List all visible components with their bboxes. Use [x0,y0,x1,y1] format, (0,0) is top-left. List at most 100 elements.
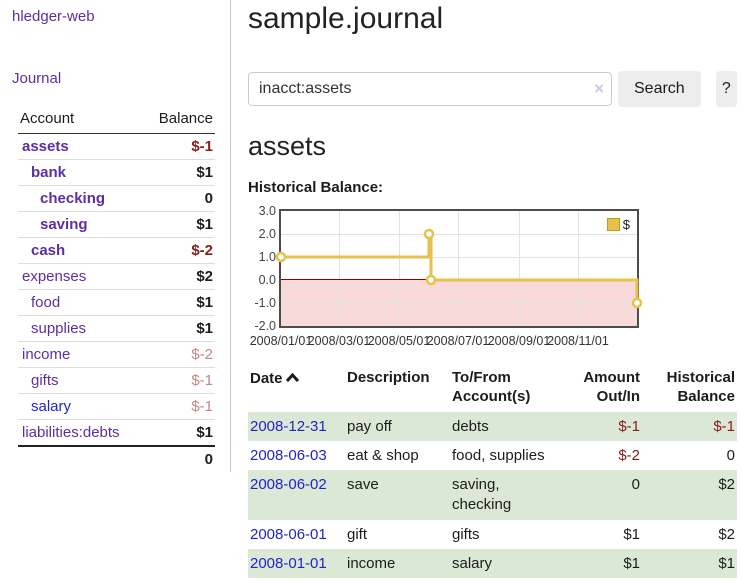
account-row-salary: salary $-1 [18,393,215,420]
accounts-col-header: Account [18,110,144,134]
account-row-cash: cash $-2 [18,237,215,264]
gridline [458,210,459,326]
transaction-amount: 0 [562,470,642,520]
data-point-marker [631,297,643,308]
transaction-accounts: debts [450,411,562,441]
search-button[interactable]: Search [618,70,701,107]
data-point-marker [425,274,437,285]
account-balance: $-1 [143,367,215,394]
y-tick: 2.0 [258,226,276,241]
transaction-amount: $-1 [562,411,642,441]
help-button[interactable]: ? [715,70,737,107]
transaction-date-link[interactable]: 2008-01-01 [250,554,327,572]
account-balance: $-1 [143,133,215,160]
account-balance: $1 [143,315,215,342]
transaction-accounts: gifts [452,525,480,543]
search-input[interactable] [248,71,612,106]
column-header-amount: Amount Out/In [583,368,640,406]
account-row-bank: bank $1 [18,159,215,186]
account-balance: 0 [143,185,215,212]
transaction-balance: $2 [718,525,735,543]
account-link-salary[interactable]: salary [31,398,72,415]
transaction-description: gift [347,525,368,543]
y-tick: 3.0 [258,203,276,218]
account-link-liabilities-debts[interactable]: liabilities:debts [22,424,120,441]
gridline [281,256,637,258]
transaction-row: 2008-12-31 pay off debts $-1 $-1 [248,411,737,441]
account-row-expenses: expenses $2 [18,263,215,290]
transaction-description: save [345,470,450,520]
account-link-saving[interactable]: saving [40,216,88,233]
x-tick: 2008/11/01 [547,333,609,348]
account-balance: $-2 [143,237,215,264]
sidebar-item-journal[interactable]: Journal [12,70,62,87]
transaction-accounts: salary [450,548,562,578]
accounts-table: Account Balance assets $-1 bank $1 checkin… [18,110,215,472]
y-tick: 0.0 [258,272,276,287]
sidebar: hledger-web Journal Account Balance asse… [0,0,231,472]
account-link-bank[interactable]: bank [31,164,67,181]
account-balance: $2 [143,263,215,290]
accounts-total-value: 0 [204,451,213,468]
balance-col-header: Balance [143,110,215,134]
x-tick: 2008/07/01 [426,333,490,348]
transaction-description: income [345,548,450,578]
x-tick: 2008/09/01 [487,333,551,348]
account-link-food[interactable]: food [31,294,61,311]
account-balance: $1 [143,419,215,447]
account-balance: $1 [143,159,215,186]
gridline [281,233,637,235]
account-row-supplies: supplies $1 [18,315,215,342]
chart-plot-area[interactable]: $ 3.0 2.0 1.0 0.0 -1.0 -2.0 2008/01/01 2… [250,204,643,348]
chart-legend: $ [604,215,632,233]
sidebar-nav: Journal [12,70,222,88]
account-link-expenses[interactable]: expenses [22,268,87,285]
column-header-date[interactable]: Date [248,366,345,412]
account-row-checking: checking 0 [18,185,215,212]
account-balance: $1 [143,289,215,316]
account-row-liabilities-debts: liabilities:debts $1 [18,419,215,447]
x-tick: 2008/05/01 [367,333,431,348]
accounts-total-row: 0 [18,446,215,472]
data-point-marker [275,251,287,262]
transaction-amount: $1 [562,548,642,578]
app-brand-link[interactable]: hledger-web [12,8,95,25]
account-link-supplies[interactable]: supplies [31,320,87,337]
y-tick: -2.0 [254,318,276,333]
transaction-date-link[interactable]: 2008-06-02 [250,476,327,493]
column-header-balance: Historical Balance [666,368,735,406]
account-balance: $-1 [143,393,215,420]
account-row-saving: saving $1 [18,211,215,238]
gridline [519,210,520,326]
clear-search-icon[interactable]: × [594,78,604,98]
transaction-date-link[interactable]: 2008-06-03 [250,446,327,464]
legend-label: $ [622,216,630,232]
transaction-date-link[interactable]: 2008-12-31 [250,417,327,435]
account-link-income[interactable]: income [22,346,71,363]
account-row-food: food $1 [18,289,215,316]
transaction-row: 2008-06-01 gift gifts $1 $2 [248,520,737,549]
column-header-accounts: To/From Account(s) [452,368,531,406]
transaction-date-link[interactable]: 2008-06-01 [250,525,327,543]
account-link-cash[interactable]: cash [31,242,66,259]
sort-ascending-icon [285,368,299,388]
transaction-balance: $1 [642,548,737,578]
main-content: sample.journal × Search ? assets Histori… [232,0,742,578]
account-row-income: income $-2 [18,341,215,368]
register-table: Date Description To/From Account(s) Amoun… [248,366,737,578]
account-balance: $-2 [143,341,215,368]
account-link-gifts[interactable]: gifts [31,372,59,389]
balance-step-line [275,228,643,308]
transaction-row: 2008-06-02 save saving, checking 0 $2 [248,470,737,520]
y-tick: -1.0 [254,295,276,310]
historical-balance-chart: $ 3.0 2.0 1.0 0.0 -1.0 -2.0 2008/01/01 2… [248,204,737,350]
account-link-assets[interactable]: assets [22,138,69,155]
chart-title: Historical Balance: [248,178,384,196]
transaction-description: eat & shop [347,446,419,464]
transaction-amount: $-2 [618,446,640,464]
legend-swatch-icon [606,217,620,231]
x-tick: 2008/01/01 [249,333,313,348]
account-link-checking[interactable]: checking [40,190,106,207]
transaction-row: 2008-01-01 income salary $1 $1 [248,548,737,578]
transaction-description: pay off [345,411,450,441]
